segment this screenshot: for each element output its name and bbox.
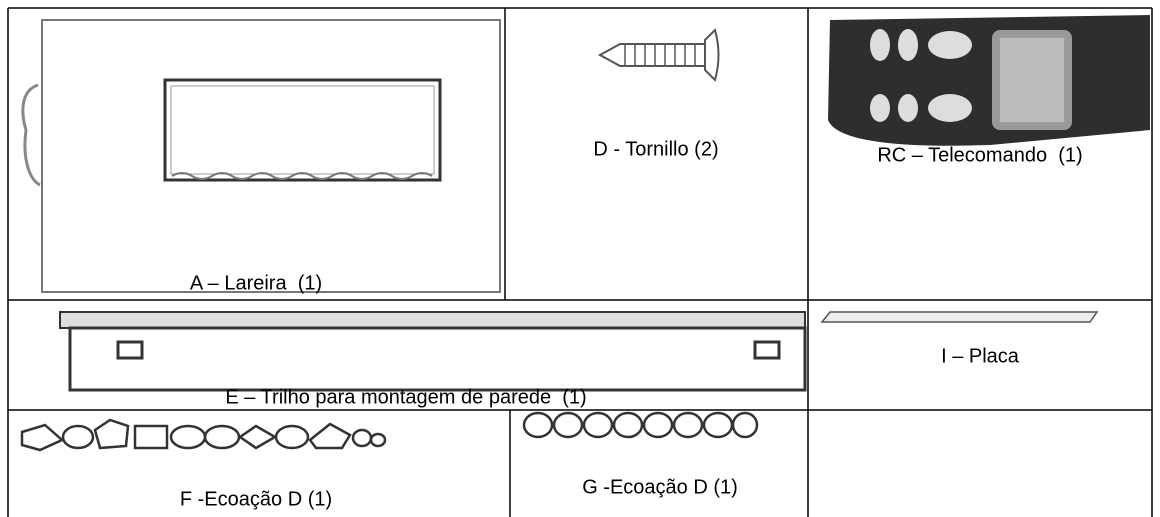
part-label: G -Ecoação D (1): [582, 476, 738, 499]
part-label: A – Lareira (1): [189, 272, 323, 295]
stones-illustration: [20, 411, 759, 452]
fireplace-illustration: [21, 19, 501, 293]
screw-illustration: [597, 28, 720, 82]
part-label: I – Placa: [941, 345, 1019, 368]
rail-illustration: [59, 311, 807, 392]
plate-illustration: [820, 311, 1099, 323]
part-label: F -Ecoação D (1): [179, 488, 333, 511]
part-label: D - Tornillo (2): [593, 138, 719, 161]
remote-illustration: [828, 15, 1150, 146]
table-borders: [7, 7, 1153, 517]
part-label: E – Trilho para montagem de parede (1): [225, 386, 587, 409]
part-label: RC – Telecomando (1): [877, 144, 1083, 167]
